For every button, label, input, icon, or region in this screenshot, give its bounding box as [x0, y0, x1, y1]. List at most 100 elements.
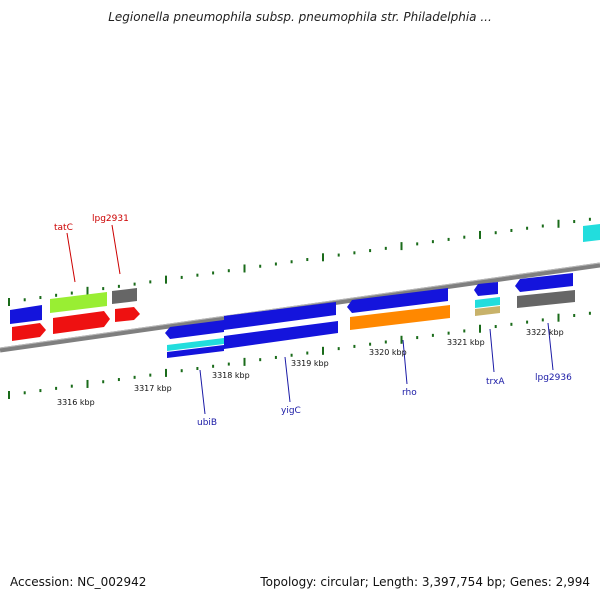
upper-track-minor-tick [274, 262, 277, 266]
upper-track-minor-tick [259, 264, 262, 268]
lower-track-minor-tick [227, 362, 230, 366]
lower-dotted-track [8, 311, 591, 399]
lower-track-minor-tick [55, 386, 58, 390]
upper-track-minor-tick [416, 242, 419, 246]
gene-features [10, 224, 600, 358]
upper-track-minor-tick [337, 253, 340, 257]
lower-track-minor-tick [416, 336, 419, 340]
gene-label-lpg2931[interactable]: lpg2931 [92, 214, 129, 224]
lower-track-minor-tick [447, 331, 450, 335]
upper-track-major-tick [322, 253, 324, 262]
lower-track-minor-tick [70, 384, 73, 388]
gene-trxA[interactable] [474, 282, 498, 296]
gene-yigC-upper[interactable] [224, 302, 336, 330]
lower-track-major-tick [86, 379, 89, 388]
lower-track-minor-tick [369, 342, 372, 346]
gene-label-lpg2936[interactable]: lpg2936 [535, 373, 572, 383]
upper-track-minor-tick [541, 224, 544, 228]
upper-track-minor-tick [133, 282, 136, 286]
upper-dotted-track [8, 217, 591, 306]
upper-track-minor-tick [384, 246, 387, 250]
axis-label-3321: 3321 kbp [447, 338, 485, 347]
lower-track-minor-tick [353, 344, 356, 348]
lower-track-minor-tick [337, 347, 340, 351]
gene-red-mid[interactable] [53, 311, 110, 334]
lower-track-minor-tick [526, 320, 529, 324]
upper-track-minor-tick [369, 249, 372, 253]
upper-track-minor-tick [196, 273, 199, 277]
axis-label-3319: 3319 kbp [291, 359, 329, 368]
upper-track-major-tick [479, 230, 481, 239]
lower-track-minor-tick [510, 322, 513, 326]
map-title: Legionella pneumophila subsp. pneumophil… [108, 10, 492, 24]
upper-track-minor-tick [573, 220, 576, 224]
upper-track-minor-tick [463, 235, 466, 239]
upper-track-minor-tick [55, 293, 58, 297]
lower-track-minor-tick [23, 391, 26, 395]
lower-track-minor-tick [196, 366, 199, 370]
lower-track-major-tick [479, 324, 481, 333]
upper-track-minor-tick [494, 231, 497, 235]
axis-label-3320: 3320 kbp [369, 348, 407, 357]
upper-track-minor-tick [510, 228, 513, 232]
genome-backbone-highlight [0, 262, 600, 349]
gene-blue-left[interactable] [10, 305, 42, 324]
lower-track-minor-tick [133, 375, 136, 379]
gene-label-trxA[interactable]: trxA [486, 377, 505, 387]
gene-label-rho[interactable]: rho [402, 388, 417, 398]
upper-track-minor-tick [526, 226, 529, 230]
gene-lpg2931[interactable] [112, 288, 137, 304]
gene-red-right[interactable] [115, 307, 140, 322]
upper-track-minor-tick [149, 280, 152, 284]
gene-label-tatC[interactable]: tatC [54, 223, 73, 233]
lower-track-major-tick [243, 357, 246, 366]
gene-label-yigC[interactable]: yigC [281, 406, 301, 416]
gene-tan-trxA[interactable] [475, 306, 500, 316]
upper-track-major-tick [86, 286, 89, 295]
upper-track-minor-tick [431, 240, 434, 244]
upper-track-major-tick [8, 298, 10, 306]
label-leaders [66, 224, 554, 415]
gene-lpg2936[interactable] [517, 290, 575, 308]
gene-ubiB[interactable] [165, 320, 224, 339]
upper-track-minor-tick [588, 217, 591, 221]
upper-track-major-tick [400, 242, 403, 251]
gene-cyan-trxA[interactable] [475, 297, 500, 308]
upper-track-minor-tick [102, 287, 105, 291]
lower-track-minor-tick [431, 333, 434, 337]
lower-track-minor-tick [494, 325, 497, 329]
upper-track-minor-tick [353, 251, 356, 255]
gene-lpg2936-blue[interactable] [515, 273, 573, 292]
gene-cyan-ubiB[interactable] [167, 338, 224, 351]
lower-track-minor-tick [180, 369, 183, 373]
gene-rho[interactable] [350, 305, 450, 330]
lower-track-minor-tick [541, 318, 544, 322]
gene-label-ubiB[interactable]: ubiB [197, 418, 217, 428]
lower-track-minor-tick [149, 373, 152, 377]
accession-text: Accession: NC_002942 [10, 575, 147, 589]
gene-cyan-edge[interactable] [583, 224, 600, 242]
upper-track-minor-tick [39, 296, 42, 300]
gene-red-left[interactable] [12, 323, 46, 341]
lower-track-major-tick [322, 346, 324, 355]
lower-track-minor-tick [117, 378, 120, 382]
gene-tatC[interactable] [50, 292, 107, 313]
upper-track-minor-tick [212, 271, 215, 275]
upper-track-minor-tick [70, 291, 73, 295]
lower-track-minor-tick [212, 364, 215, 368]
axis-label-3317: 3317 kbp [134, 384, 172, 393]
axis-label-3322: 3322 kbp [526, 328, 564, 337]
gene-yigC[interactable] [224, 321, 338, 349]
axis-label-3318: 3318 kbp [212, 371, 250, 380]
lower-track-minor-tick [463, 329, 466, 333]
lower-track-minor-tick [102, 380, 105, 384]
upper-track-minor-tick [290, 260, 293, 264]
lower-track-minor-tick [588, 311, 591, 315]
gene-rho-blue[interactable] [347, 288, 448, 313]
lower-track-major-tick [557, 313, 560, 322]
gene-ubiB-lower[interactable] [167, 345, 224, 358]
upper-track-minor-tick [180, 275, 183, 279]
lower-track-major-tick [400, 335, 403, 344]
upper-track-minor-tick [117, 284, 120, 288]
